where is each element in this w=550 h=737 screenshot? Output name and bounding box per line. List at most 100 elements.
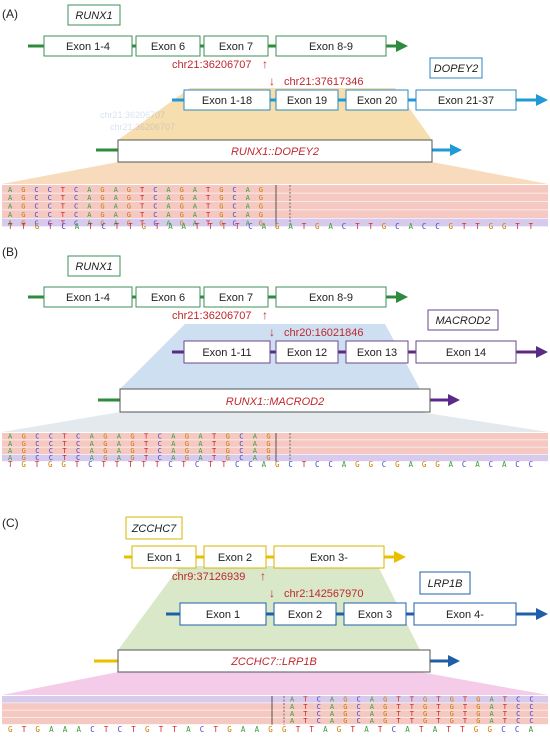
panel-c-up-arrow: ↑ xyxy=(260,569,266,583)
read-base: A xyxy=(290,703,295,711)
read-base: C xyxy=(74,211,78,219)
read-base: T xyxy=(144,433,149,441)
read-base: G xyxy=(100,194,104,202)
macrod2-exon-3 xyxy=(345,340,409,364)
reference-base: G xyxy=(395,460,400,469)
reference-base: A xyxy=(502,460,507,469)
read-base: A xyxy=(370,703,375,711)
read-base: G xyxy=(450,717,454,725)
panel-a-faint-text: chr21:36206707 chr21:36206707 xyxy=(100,110,175,132)
read-base: C xyxy=(357,696,361,704)
read-row-bg xyxy=(2,185,548,193)
read-base: A xyxy=(193,194,198,202)
read-base: G xyxy=(219,219,223,227)
read-base: T xyxy=(503,717,508,725)
reference-base: A xyxy=(63,725,68,734)
reference-base: C xyxy=(90,725,95,734)
reference-base: T xyxy=(195,222,200,231)
read-base: A xyxy=(90,433,95,441)
macrod2-exon-2 xyxy=(275,340,339,364)
read-base: T xyxy=(62,440,67,448)
reference-base: C xyxy=(248,222,253,231)
read-base: G xyxy=(423,696,427,704)
read-base: A xyxy=(198,447,203,455)
read-base: A xyxy=(246,194,251,202)
read-base: C xyxy=(76,447,80,455)
panel-b: (B) RUNX1 Exon 1-4 Exon 6 Exon 7 Exon 8-… xyxy=(2,245,548,469)
runx1-b-exon-4 xyxy=(275,286,387,308)
reference-base: T xyxy=(115,222,120,231)
read-base: C xyxy=(76,433,80,441)
read-base: A xyxy=(90,440,95,448)
read-base: T xyxy=(62,447,67,455)
reference-base: G xyxy=(145,725,150,734)
read-base: A xyxy=(290,710,295,718)
reference-base: A xyxy=(475,460,480,469)
svg-text:Exon 13: Exon 13 xyxy=(357,347,397,359)
reference-base: T xyxy=(172,725,177,734)
read-base: T xyxy=(140,186,145,194)
read-base: G xyxy=(450,710,454,718)
read-base: G xyxy=(476,717,480,725)
reference-base: T xyxy=(101,460,106,469)
reference-base: G xyxy=(488,725,493,734)
read-row-bg xyxy=(2,703,548,710)
reference-base: G xyxy=(502,222,507,231)
reference-base: C xyxy=(395,222,400,231)
reference-base: C xyxy=(101,222,106,231)
panel-a-breakpoint2: chr21:37617346 xyxy=(284,76,364,88)
read-row-bg xyxy=(2,201,548,210)
dopey2-exon-3 xyxy=(345,89,409,111)
read-base: C xyxy=(34,194,38,202)
read-base: G xyxy=(180,203,184,211)
read-base: G xyxy=(22,433,26,441)
read-base: A xyxy=(246,219,251,227)
reference-base: A xyxy=(168,222,173,231)
read-base: G xyxy=(450,703,454,711)
macrod2-exon-1 xyxy=(183,340,271,364)
read-base: C xyxy=(48,211,52,219)
read-base: G xyxy=(266,433,270,441)
read-row-bg xyxy=(2,717,548,725)
read-base: A xyxy=(117,433,122,441)
read-base: G xyxy=(130,440,134,448)
reference-base: T xyxy=(75,460,80,469)
lrp1b-exon-2 xyxy=(273,602,337,626)
panel-c-fan-top xyxy=(118,566,420,650)
read-base: T xyxy=(212,447,217,455)
reference-base: T xyxy=(214,725,219,734)
runx1-gene-name: RUNX1 xyxy=(75,10,112,22)
reference-base: T xyxy=(515,222,520,231)
svg-text:Exon 1-4: Exon 1-4 xyxy=(66,41,110,53)
reference-base: C xyxy=(288,460,293,469)
reference-base: C xyxy=(435,222,440,231)
reference-base: C xyxy=(342,222,347,231)
svg-text:Exon 7: Exon 7 xyxy=(219,292,253,304)
read-base: G xyxy=(383,703,387,711)
read-base: C xyxy=(49,433,53,441)
reference-base: G xyxy=(315,222,320,231)
reference-base: G xyxy=(435,460,440,469)
dopey2-exons: Exon 1-18 Exon 19 Exon 20 Exon 21-37 xyxy=(183,89,517,111)
reference-base: T xyxy=(222,460,227,469)
reference-base: G xyxy=(227,725,232,734)
read-base: C xyxy=(35,447,39,455)
read-base: G xyxy=(476,696,480,704)
runx1-exon-3 xyxy=(203,35,269,57)
read-base: G xyxy=(100,186,104,194)
read-base: C xyxy=(48,186,52,194)
dopey2-exon-2 xyxy=(275,89,339,111)
read-base: A xyxy=(166,203,171,211)
read-base: A xyxy=(114,211,119,219)
reference-base: T xyxy=(155,222,160,231)
read-base: T xyxy=(206,194,211,202)
fusion-c-name: ZCCHC7::LRP1B xyxy=(230,656,317,668)
read-base: A xyxy=(246,186,251,194)
read-base: T xyxy=(436,710,441,718)
reference-base: C xyxy=(501,725,506,734)
runx1-b-exon-3 xyxy=(203,286,269,308)
read-base: G xyxy=(130,447,134,455)
read-base: A xyxy=(370,710,375,718)
svg-text:Exon 4-: Exon 4- xyxy=(446,609,484,621)
read-base: A xyxy=(330,710,335,718)
